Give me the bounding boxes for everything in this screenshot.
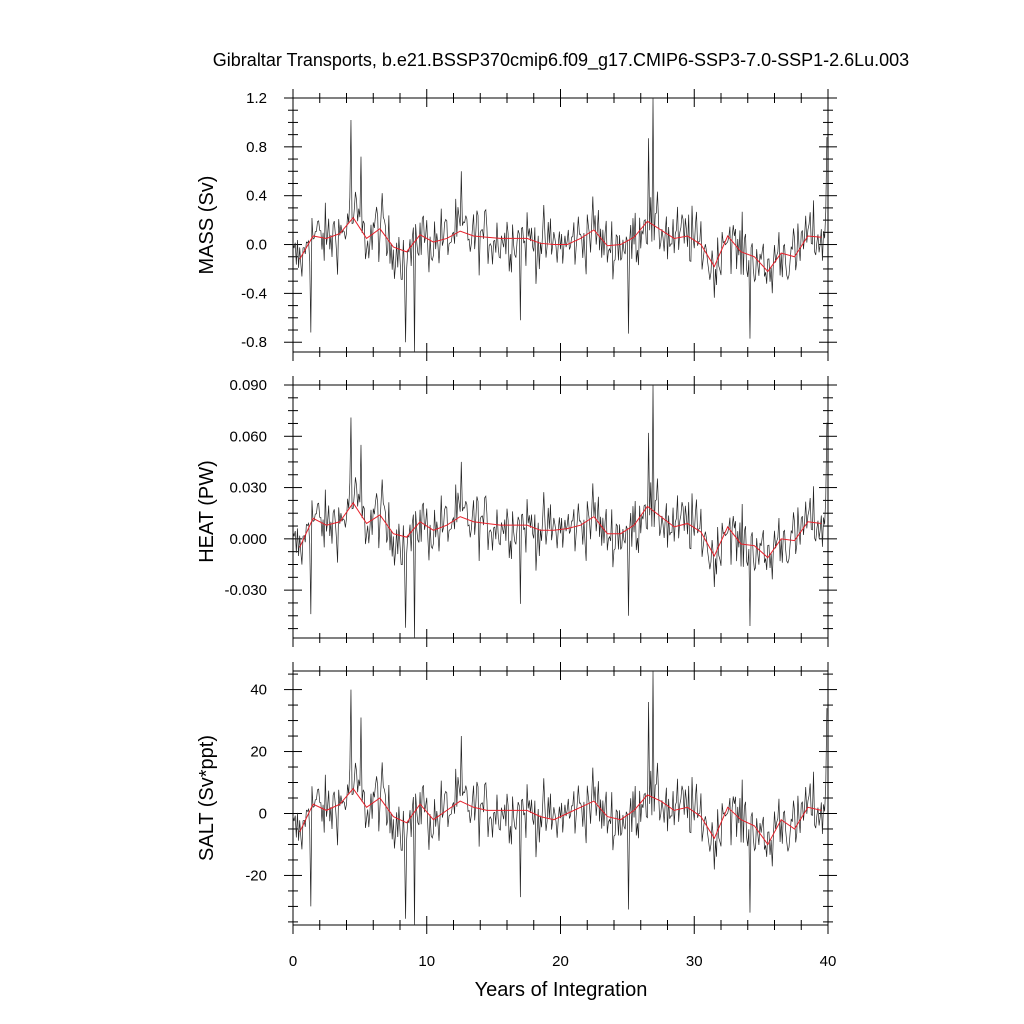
y-tick-label: -0.030	[224, 582, 267, 599]
y-tick-label: 1.2	[246, 90, 267, 107]
y-tick-label: 0.090	[229, 377, 267, 394]
x-tick-label: 20	[552, 953, 569, 970]
y-tick-label: 20	[250, 744, 267, 761]
panels: -0.8 -0.4 0.0 0.4 0.8 1.2 MASS (Sv) -0.030 0.000…	[196, 89, 837, 970]
y-tick-label: 0.060	[229, 428, 267, 445]
y-tick-label: 0.4	[246, 188, 267, 205]
y-tick-label: 0.000	[229, 531, 267, 548]
x-tick-label: 10	[418, 953, 435, 970]
y-axis-label: SALT (Sv*ppt)	[196, 735, 218, 861]
y-tick-label: 0.8	[246, 139, 267, 156]
y-axis-label: MASS (Sv)	[196, 176, 218, 275]
y-tick-label: -20	[245, 867, 267, 884]
y-tick-label: 40	[250, 682, 267, 699]
y-tick-label: -0.8	[241, 334, 267, 351]
annual-mean-line	[299, 502, 822, 559]
monthly-series-line	[292, 384, 828, 639]
monthly-series-line	[292, 97, 828, 353]
panel-1: -0.030 0.000 0.030 0.060 0.090 HEAT (PW)	[196, 376, 837, 647]
x-tick-label: 40	[820, 953, 837, 970]
chart-title: Gibraltar Transports, b.e21.BSSP370cmip6…	[213, 50, 909, 71]
annual-mean-line	[299, 787, 822, 846]
panel-0: -0.8 -0.4 0.0 0.4 0.8 1.2 MASS (Sv)	[196, 89, 837, 361]
y-tick-label: -0.4	[241, 285, 267, 302]
y-axis-label: HEAT (PW)	[196, 460, 218, 563]
annual-mean-line	[299, 216, 822, 273]
x-tick-label: 0	[289, 953, 297, 970]
x-tick-label: 30	[686, 953, 703, 970]
y-tick-label: 0.030	[229, 480, 267, 497]
monthly-series-line	[292, 670, 828, 926]
y-tick-label: 0	[259, 805, 267, 822]
x-axis-label: Years of Integration	[475, 979, 648, 1001]
panel-2: -20 0 20 40 0 10 20 30 40 SALT (Sv*ppt)	[196, 662, 837, 970]
y-tick-label: 0.0	[246, 237, 267, 254]
